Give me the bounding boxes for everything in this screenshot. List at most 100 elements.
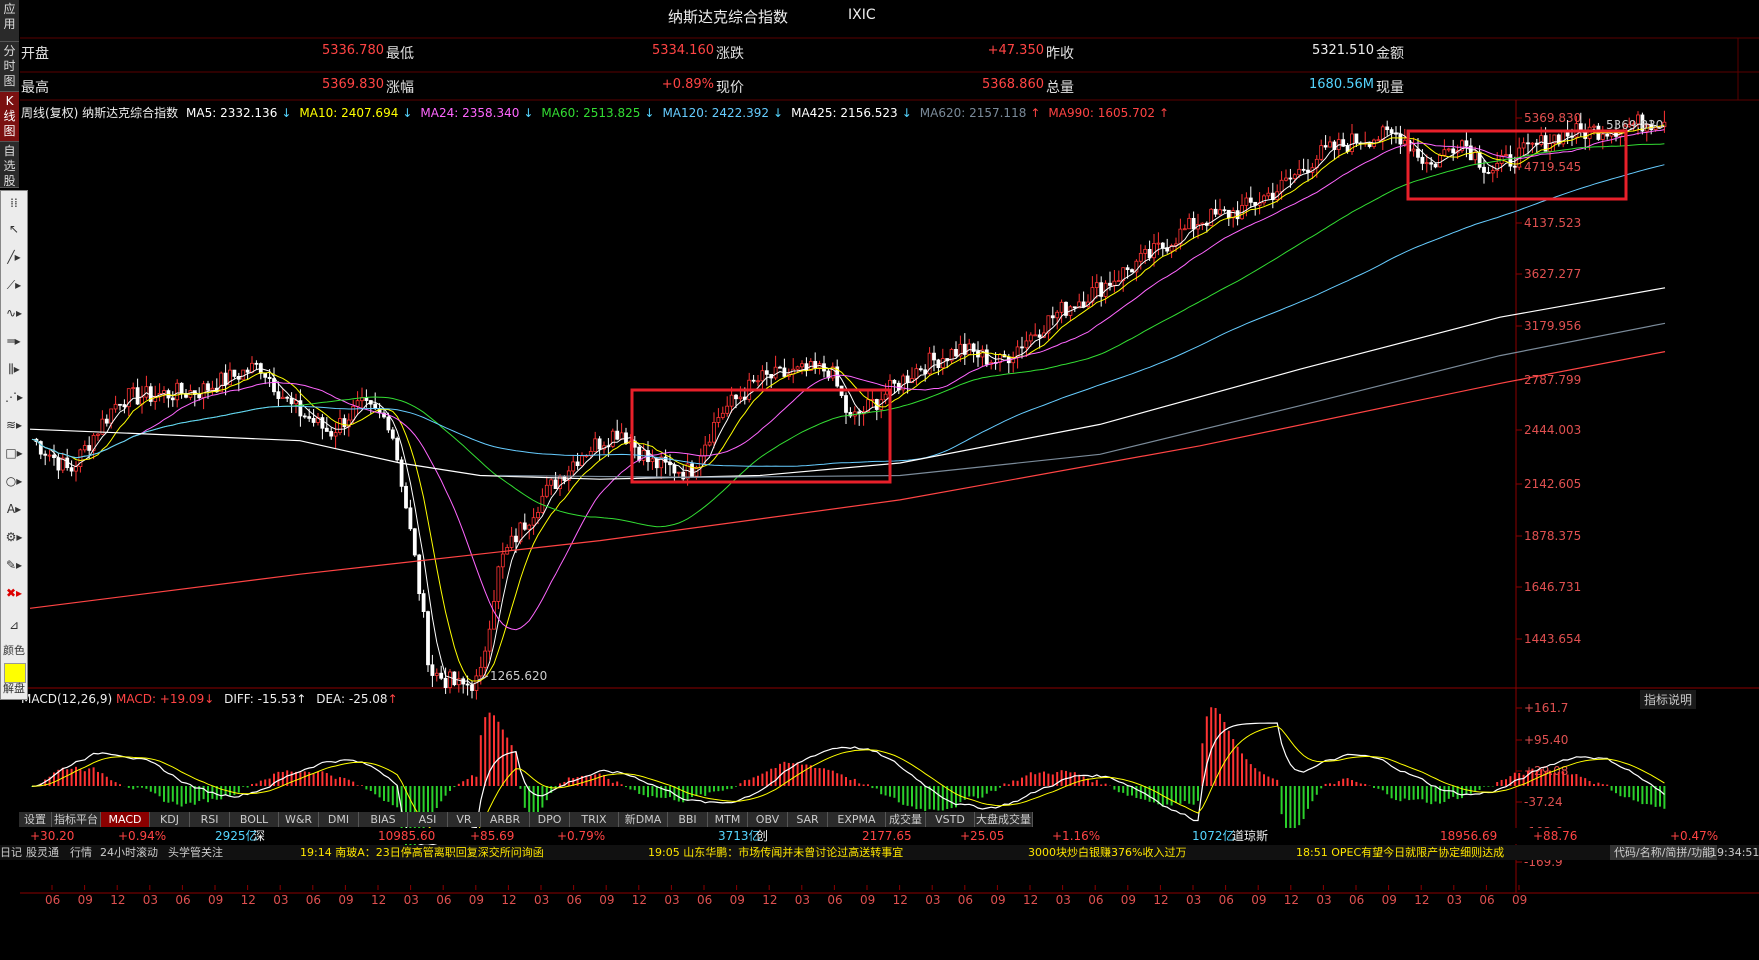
candle-body: [1266, 192, 1271, 197]
candle-body: [324, 427, 329, 432]
candle-body: [434, 672, 439, 676]
unlock-label[interactable]: 解盘: [3, 682, 25, 695]
diff-arrow: ↑: [296, 692, 307, 706]
news-item[interactable]: 24小时滚动: [100, 846, 158, 859]
indicator-tab[interactable]: EXPMA: [828, 812, 886, 827]
indicator-tab[interactable]: 新DMA: [619, 812, 668, 827]
news-item[interactable]: 行情: [70, 846, 92, 859]
time-tick-label: 12: [1284, 893, 1299, 907]
parallel-tool-icon[interactable]: ═▸: [7, 334, 21, 348]
indicator-tab[interactable]: DPO: [530, 812, 570, 827]
candle-body: [1332, 141, 1337, 150]
candle-body: [245, 369, 250, 373]
news-item[interactable]: 18:51 OPEC有望今日就限产协定细则达成: [1296, 846, 1505, 859]
candle-body: [219, 372, 224, 393]
candle-body: [1306, 169, 1310, 173]
candle-body: [518, 522, 523, 543]
candle-body: [835, 366, 840, 387]
rectangle-tool-icon[interactable]: □▸: [5, 446, 23, 460]
highlight-box: [630, 388, 892, 484]
indicator-tab[interactable]: OBV: [748, 812, 788, 827]
candle-body: [1046, 315, 1051, 334]
news-item[interactable]: 19:05 山东华鹏：市场传闻并未曾讨论过高送转事宜: [648, 846, 904, 859]
candle-body: [1050, 315, 1055, 319]
wave-tool-icon[interactable]: ∿▸: [5, 306, 23, 320]
news-item[interactable]: 19:14 南玻A：23日停高管离职回复深交所问询函: [300, 846, 544, 859]
indicator-tab[interactable]: SAR: [788, 812, 828, 827]
indicator-tab[interactable]: BIAS: [359, 812, 408, 827]
indicator-tab[interactable]: 指标平台: [52, 812, 101, 827]
indicator-help-button[interactable]: 指标说明: [1640, 690, 1697, 709]
candle-body: [232, 369, 237, 377]
indicator-tab[interactable]: MACD: [101, 812, 150, 827]
drag-handle-icon[interactable]: ⁞⁞: [10, 196, 18, 210]
time-tick-label: 09: [730, 893, 745, 907]
indicator-tab[interactable]: 设置: [19, 812, 52, 827]
candle-body: [276, 391, 281, 399]
news-item[interactable]: 股灵通: [26, 846, 59, 859]
time-tick-label: 12: [501, 893, 516, 907]
indicator-tab[interactable]: RSI: [190, 812, 230, 827]
time-tick-label: 09: [860, 893, 875, 907]
gann-tool-icon[interactable]: ≋▸: [5, 418, 23, 432]
news-item[interactable]: 日记: [0, 846, 22, 859]
quote-value: 创: [756, 829, 769, 843]
time-tick-label: 03: [795, 893, 810, 907]
side-tab-apps[interactable]: 应用: [0, 0, 19, 42]
indicator-tab[interactable]: 大盘成交量: [975, 812, 1033, 827]
candle-body: [892, 379, 897, 384]
line-tool-icon[interactable]: ╱▸: [7, 250, 21, 264]
ma990-line: [29, 351, 1666, 609]
brush-icon[interactable]: ✎▸: [5, 558, 23, 572]
news-ticker[interactable]: 日记 股灵通 行情 24小时滚动 头学管关注 19:14 南玻A：23日停高管离职回复深交…: [0, 845, 1759, 860]
side-tab-watchlist[interactable]: 自选股: [0, 142, 19, 188]
time-tick-label: 09: [599, 893, 614, 907]
indicator-tab[interactable]: DMI: [319, 812, 359, 827]
price-tick-label: 2444.003: [1524, 423, 1581, 437]
candle-body: [1605, 133, 1610, 137]
indicator-tab[interactable]: W&R: [279, 812, 319, 827]
candle-body: [1486, 171, 1491, 174]
text-tool-icon[interactable]: A▸: [6, 502, 22, 516]
indicator-tab[interactable]: VSTD: [926, 812, 975, 827]
fan-tool-icon[interactable]: ⋰▸: [4, 390, 24, 404]
candle-body: [1130, 269, 1134, 273]
indicator-tab[interactable]: TRIX: [570, 812, 619, 827]
indicator-tab[interactable]: BBI: [668, 812, 708, 827]
indicator-tab[interactable]: VR: [448, 812, 481, 827]
ray-tool-icon[interactable]: ⟋▸: [6, 278, 22, 292]
cursor-icon[interactable]: ↖: [8, 222, 20, 236]
delete-icon[interactable]: ✖▸: [5, 586, 23, 600]
channel-tool-icon[interactable]: ⫼▸: [8, 362, 20, 376]
indicator-tab[interactable]: 成交量: [886, 812, 926, 827]
ma60-line: [31, 143, 1665, 528]
side-tab-timeshare[interactable]: 分时图: [0, 42, 19, 92]
indicator-tab[interactable]: KDJ: [150, 812, 190, 827]
candle-body: [923, 369, 928, 375]
indicator-tab[interactable]: BOLL: [230, 812, 279, 827]
macd-tick-label: +29.08: [1524, 764, 1568, 778]
news-item[interactable]: 3000块炒白银赚376%收入过万: [1028, 846, 1187, 859]
indicator-tab[interactable]: ASI: [408, 812, 448, 827]
stock-search-input[interactable]: 代码/名称/简拼/功能: [1610, 845, 1718, 860]
ma-legend-item: MA24: 2358.340: [420, 106, 520, 120]
ellipse-tool-icon[interactable]: ○▸: [5, 474, 23, 488]
candle-body: [1182, 228, 1187, 231]
candle-body: [267, 376, 272, 380]
time-tick-label: 03: [1186, 893, 1201, 907]
news-item[interactable]: 头学管关注: [168, 846, 223, 859]
quote-value: 18956.69: [1440, 829, 1498, 843]
indicator-tab[interactable]: MTM: [708, 812, 748, 827]
ma-legend-arrow: ↓: [644, 106, 655, 120]
candle-body: [1402, 139, 1407, 145]
gear-icon[interactable]: ⚙▸: [5, 530, 23, 544]
candle-body: [47, 454, 52, 457]
color-swatch[interactable]: [4, 663, 26, 683]
ruler-icon[interactable]: ⊿: [8, 618, 20, 632]
indicator-tab[interactable]: ARBR: [481, 812, 530, 827]
time-tick-label: 03: [273, 893, 288, 907]
price-tick-label: 1443.654: [1524, 632, 1581, 646]
side-tab-kline[interactable]: K线图: [0, 92, 19, 142]
ma-legend-title: 周线(复权) 纳斯达克综合指数: [21, 106, 179, 120]
